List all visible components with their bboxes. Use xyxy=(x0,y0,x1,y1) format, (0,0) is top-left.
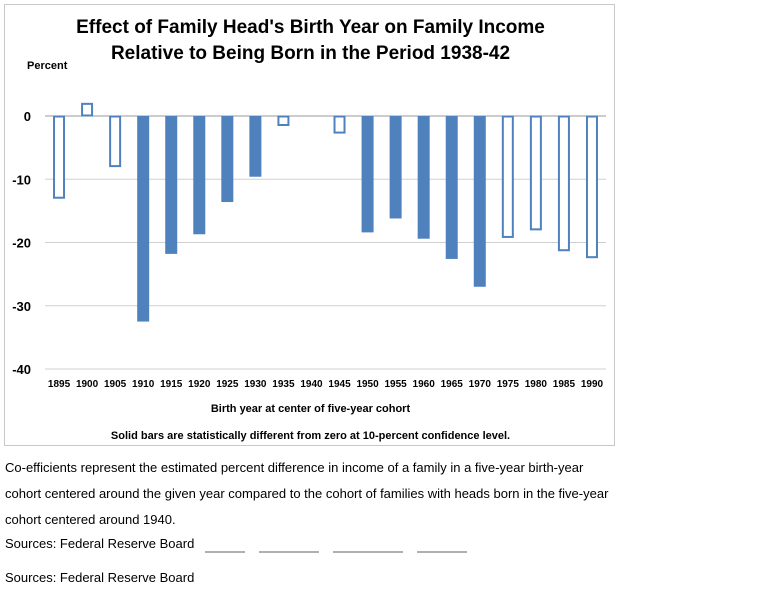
x-tick-label: 1990 xyxy=(581,379,604,390)
x-tick-label: 1950 xyxy=(356,379,379,390)
bar-plot: 0 -10 -20 -30 -40 1895 1900 1905 1910 1915 1920 192… xyxy=(12,102,606,390)
chart-caption: Co-efficients represent the estimated pe… xyxy=(5,460,609,527)
bar-hollow xyxy=(53,115,66,199)
bar-hollow xyxy=(585,115,598,259)
x-tick-label: 1980 xyxy=(525,379,548,390)
x-tick-label: 1965 xyxy=(441,379,464,390)
bar-solid xyxy=(137,116,150,322)
x-tick-label: 1930 xyxy=(244,379,267,390)
bar-solid xyxy=(361,116,374,233)
x-tick-label: 1940 xyxy=(300,379,323,390)
significance-note: Solid bars are statistically different f… xyxy=(110,430,511,442)
bar-solid xyxy=(165,116,178,254)
bar-hollow xyxy=(109,115,122,168)
x-tick-label: 1935 xyxy=(272,379,295,390)
x-tick-label: 1900 xyxy=(76,379,99,390)
bar-hollow xyxy=(557,115,570,252)
bar-solid xyxy=(417,116,430,239)
bar-solid xyxy=(221,116,234,203)
x-tick-label: 1960 xyxy=(413,379,436,390)
ghost-text-artifact xyxy=(205,551,495,556)
x-tick-label: 1920 xyxy=(188,379,211,390)
bar-solid xyxy=(193,116,206,235)
y-tick-label: -20 xyxy=(12,236,31,251)
x-tick-label: 1910 xyxy=(132,379,155,390)
x-tick-label: 1895 xyxy=(48,379,71,390)
bar-hollow xyxy=(333,115,346,134)
bar-solid xyxy=(445,116,458,259)
bar-hollow xyxy=(529,115,542,231)
source-line-1: Sources: Federal Reserve Board xyxy=(5,536,195,551)
x-tick-label: 1905 xyxy=(104,379,127,390)
y-tick-label: 0 xyxy=(24,109,31,124)
bar-solid xyxy=(473,116,486,287)
x-tick-label: 1945 xyxy=(328,379,351,390)
x-axis-label: Birth year at center of five-year cohort xyxy=(210,403,411,415)
bar-solid xyxy=(389,116,402,219)
chart-title: Effect of Family Head's Birth Year on Fa… xyxy=(5,15,616,67)
x-tick-label: 1970 xyxy=(469,379,492,390)
bar-hollow xyxy=(501,115,514,238)
bar-solid xyxy=(249,116,262,177)
chart-frame: Effect of Family Head's Birth Year on Fa… xyxy=(4,4,615,446)
bar-hollow xyxy=(277,115,290,126)
x-tick-label: 1955 xyxy=(385,379,408,390)
y-tick-label: -10 xyxy=(12,172,31,187)
chart-title-line-2: Relative to Being Born in the Period 193… xyxy=(110,43,511,64)
chart-title-line-1: Effect of Family Head's Birth Year on Fa… xyxy=(76,17,545,38)
bar-hollow xyxy=(81,102,94,117)
x-tick-label: 1915 xyxy=(160,379,183,390)
y-tick-label: -30 xyxy=(12,299,31,314)
x-tick-label: 1975 xyxy=(497,379,520,390)
x-tick-label: 1985 xyxy=(553,379,576,390)
source-line-2: Sources: Federal Reserve Board xyxy=(5,570,195,585)
x-tick-label: 1925 xyxy=(216,379,239,390)
y-axis-label: Percent xyxy=(27,60,68,72)
y-tick-label: -40 xyxy=(12,362,31,377)
